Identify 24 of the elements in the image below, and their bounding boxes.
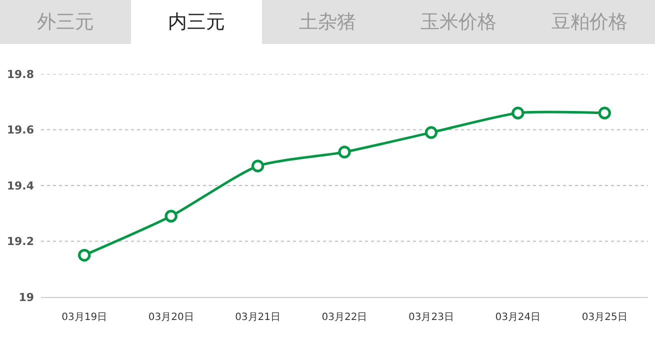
y-tick-label: 19.8 bbox=[6, 68, 34, 81]
y-tick-label: 19 bbox=[18, 290, 34, 304]
point bbox=[164, 210, 178, 222]
x-tick-label: 03月25日 bbox=[582, 312, 628, 323]
text: 土杂猪 bbox=[298, 10, 357, 35]
x-tick-label: 03月20日 bbox=[148, 312, 194, 323]
text: 豆粕价格 bbox=[550, 10, 628, 35]
x-tick-label: 03月21日 bbox=[235, 312, 281, 323]
y-tick-label: 19.6 bbox=[6, 124, 34, 137]
point bbox=[252, 160, 264, 172]
point bbox=[598, 106, 611, 120]
text: 外三元 bbox=[36, 10, 95, 35]
y-tick-label: 19.4 bbox=[6, 179, 34, 192]
point bbox=[512, 106, 524, 120]
x-tick-label: 03月22日 bbox=[322, 312, 368, 323]
text: 内三元 bbox=[131, 0, 262, 44]
x-tick-label: 03月24日 bbox=[495, 312, 541, 323]
x-tick-label: 03月23日 bbox=[408, 312, 454, 323]
point bbox=[424, 126, 438, 139]
point bbox=[78, 248, 91, 262]
x-tick-label: 03月19日 bbox=[62, 312, 108, 323]
point bbox=[338, 146, 351, 158]
y-tick-label: 19.2 bbox=[6, 235, 34, 248]
text: 玉米价格 bbox=[420, 10, 498, 35]
